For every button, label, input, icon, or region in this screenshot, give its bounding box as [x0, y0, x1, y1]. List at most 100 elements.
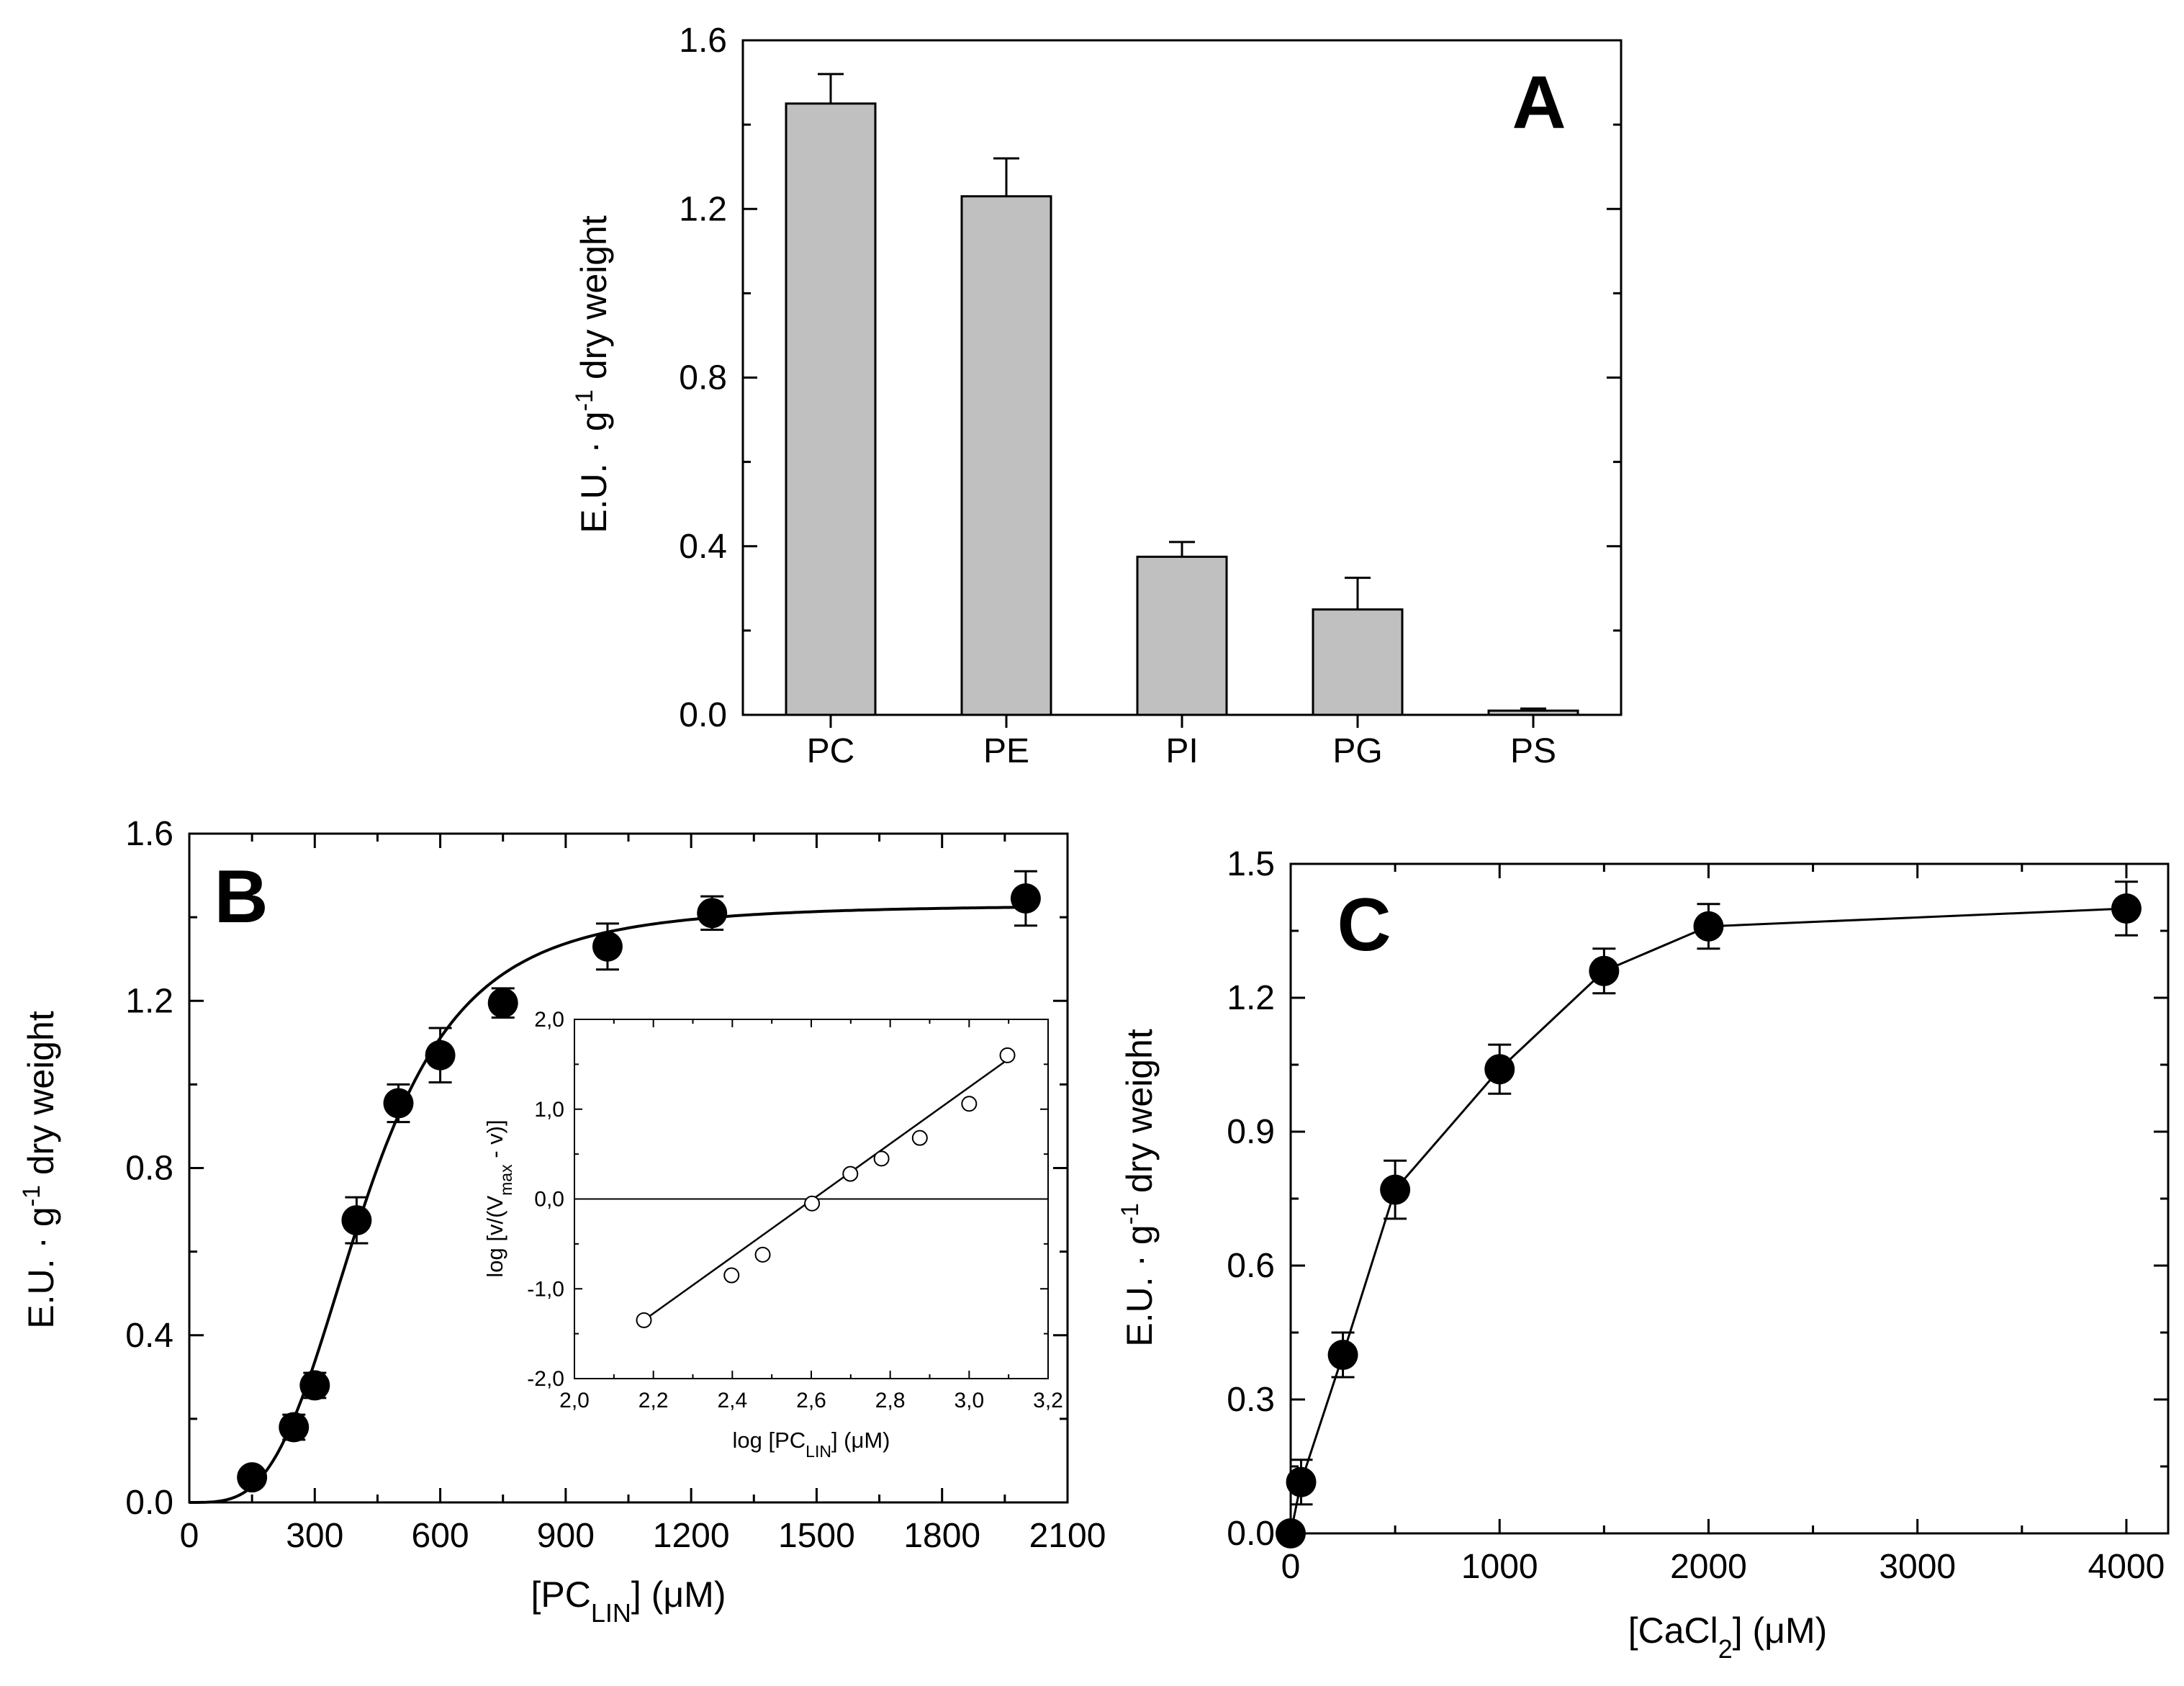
data-point [592, 931, 623, 962]
data-point [2111, 893, 2142, 924]
y-tick-label: 0.0 [679, 696, 727, 734]
x-tick-label: 2,2 [638, 1389, 669, 1412]
y-tick-label: 1,0 [534, 1098, 564, 1122]
y-axis-title-rest: dry weight [21, 1011, 61, 1185]
y-tick-label: -1,0 [527, 1277, 564, 1301]
x-tick-label: 300 [286, 1517, 343, 1555]
panel-b: 0.0 0.4 0.8 1.2 1.6 0 300 600 900 1200 1500 1800 210… [18, 815, 1106, 1628]
x-axis-title-main: [CaCl [1628, 1610, 1718, 1651]
y-tick-label: 0.8 [679, 359, 727, 397]
inset-x-title-main: log [PC [732, 1428, 806, 1453]
y-axis-title-main: E.U. · g [1119, 1225, 1160, 1346]
data-point [1286, 1466, 1317, 1497]
panel-a-letter: A [1512, 61, 1566, 145]
y-axis-title-sup: -1 [571, 389, 598, 411]
data-point [697, 898, 728, 929]
data-point [1589, 955, 1620, 986]
x-tick-label: PG [1332, 732, 1382, 770]
data-point [487, 988, 518, 1019]
y-tick-label: 0,0 [534, 1188, 564, 1212]
panel-a: PC PE PI PG PS 0.0 0.4 0.8 1.2 1.6 A E.U. · g-1 … [571, 22, 1623, 770]
x-tick-label: 1200 [653, 1517, 730, 1555]
x-axis-title-rest: ] (μM) [1733, 1610, 1828, 1651]
panel-b-letter: B [214, 855, 268, 939]
bar [1487, 709, 1579, 716]
inset-x-title-sub: LIN [806, 1442, 831, 1461]
x-tick-label: 600 [412, 1517, 469, 1555]
y-tick-label: 0.4 [125, 1317, 173, 1355]
panel-b-x-axis-title: [PCLIN] (μM) [531, 1574, 726, 1628]
bar [960, 195, 1052, 716]
inset-data-point [873, 1150, 890, 1167]
x-tick-label: 3000 [1879, 1548, 1956, 1586]
y-axis-title-sup: -1 [1116, 1203, 1144, 1225]
x-tick-label: 2,8 [875, 1389, 906, 1412]
inset-y-title-main: log [v/(V [482, 1196, 507, 1278]
inset-data-point [804, 1195, 821, 1212]
panel-c-y-axis-title: E.U. · g-1 dry weight [1116, 1029, 1160, 1347]
x-axis-title-main: [PC [531, 1574, 591, 1615]
inset-data-point [911, 1130, 928, 1146]
x-tick-label: 1500 [778, 1517, 855, 1555]
y-tick-label: 0.4 [679, 528, 727, 566]
inset-data-point [842, 1166, 859, 1182]
y-tick-label: 2,0 [534, 1008, 564, 1032]
y-tick-label: 1.6 [679, 22, 727, 60]
data-point [1693, 911, 1724, 942]
y-tick-label: 0.3 [1227, 1381, 1275, 1419]
bar [1312, 608, 1404, 716]
data-point [1327, 1340, 1358, 1370]
y-tick-label: 0.0 [125, 1484, 173, 1522]
y-tick-label: 0.8 [125, 1150, 173, 1188]
x-axis-title-rest: ] (μM) [631, 1574, 726, 1615]
y-tick-label: 0.9 [1227, 1113, 1275, 1151]
y-tick-label: 1.2 [125, 982, 173, 1020]
x-tick-label: 2,0 [559, 1389, 590, 1412]
data-point [425, 1040, 456, 1070]
inset-fit-line [643, 1059, 1008, 1321]
panel-c-letter: C [1337, 883, 1391, 967]
x-tick-label: 900 [537, 1517, 595, 1555]
panel-c-x-axis-title: [CaCl2] (μM) [1628, 1610, 1828, 1664]
x-axis-title-sub: 2 [1718, 1634, 1733, 1664]
data-point [299, 1370, 330, 1401]
x-axis-title-sub: LIN [591, 1598, 631, 1628]
y-axis-title-main: E.U. · g [574, 411, 614, 533]
x-tick-label: 0 [1281, 1548, 1301, 1586]
y-axis-title-main: E.U. · g [21, 1207, 61, 1328]
inset-x-axis-title: log [PCLIN] (μM) [732, 1428, 890, 1461]
x-tick-label: PC [807, 732, 855, 770]
y-tick-label: -2,0 [527, 1367, 564, 1391]
y-tick-label: 1.2 [1227, 979, 1275, 1017]
panel-b-inset: -2,0 -1,0 0,0 1,0 2,0 2,0 2,2 2,4 2,6 2,8 3,0 3,2 l… [482, 1008, 1063, 1461]
x-tick-label: 2100 [1029, 1517, 1106, 1555]
x-tick-label: 2000 [1670, 1548, 1747, 1586]
x-tick-label: PE [983, 732, 1029, 770]
inset-x-title-rest: ] (μM) [831, 1428, 890, 1453]
data-point [1380, 1174, 1411, 1205]
inset-y-title-sub: max [497, 1164, 515, 1196]
panel-c: 0.0 0.3 0.6 0.9 1.2 1.5 0 1000 2000 3000 4000 C E.… [1116, 845, 2170, 1664]
y-tick-label: 1.6 [125, 815, 173, 853]
inset-y-title-rest: - v)] [482, 1119, 507, 1164]
data-point [279, 1412, 310, 1443]
inset-data-point [999, 1047, 1016, 1063]
data-point [383, 1088, 414, 1119]
bar [1136, 555, 1228, 716]
inset-data-point [754, 1246, 771, 1263]
inset-data-point [961, 1096, 978, 1112]
x-tick-label: 1800 [903, 1517, 980, 1555]
x-tick-label: 4000 [2088, 1548, 2165, 1586]
bar [785, 102, 877, 716]
y-tick-label: 0.6 [1227, 1247, 1275, 1285]
x-tick-label: 3,0 [954, 1389, 984, 1412]
x-tick-label: 3,2 [1033, 1389, 1063, 1412]
panel-c-series-line [1289, 907, 2127, 1534]
y-axis-title-rest: dry weight [574, 215, 614, 389]
data-point [1484, 1054, 1515, 1085]
panel-a-y-axis-title: E.U. · g-1 dry weight [571, 215, 614, 533]
x-tick-label: 1000 [1461, 1548, 1538, 1586]
x-tick-label: 2,4 [717, 1389, 747, 1412]
y-axis-title-sup: -1 [18, 1185, 45, 1207]
